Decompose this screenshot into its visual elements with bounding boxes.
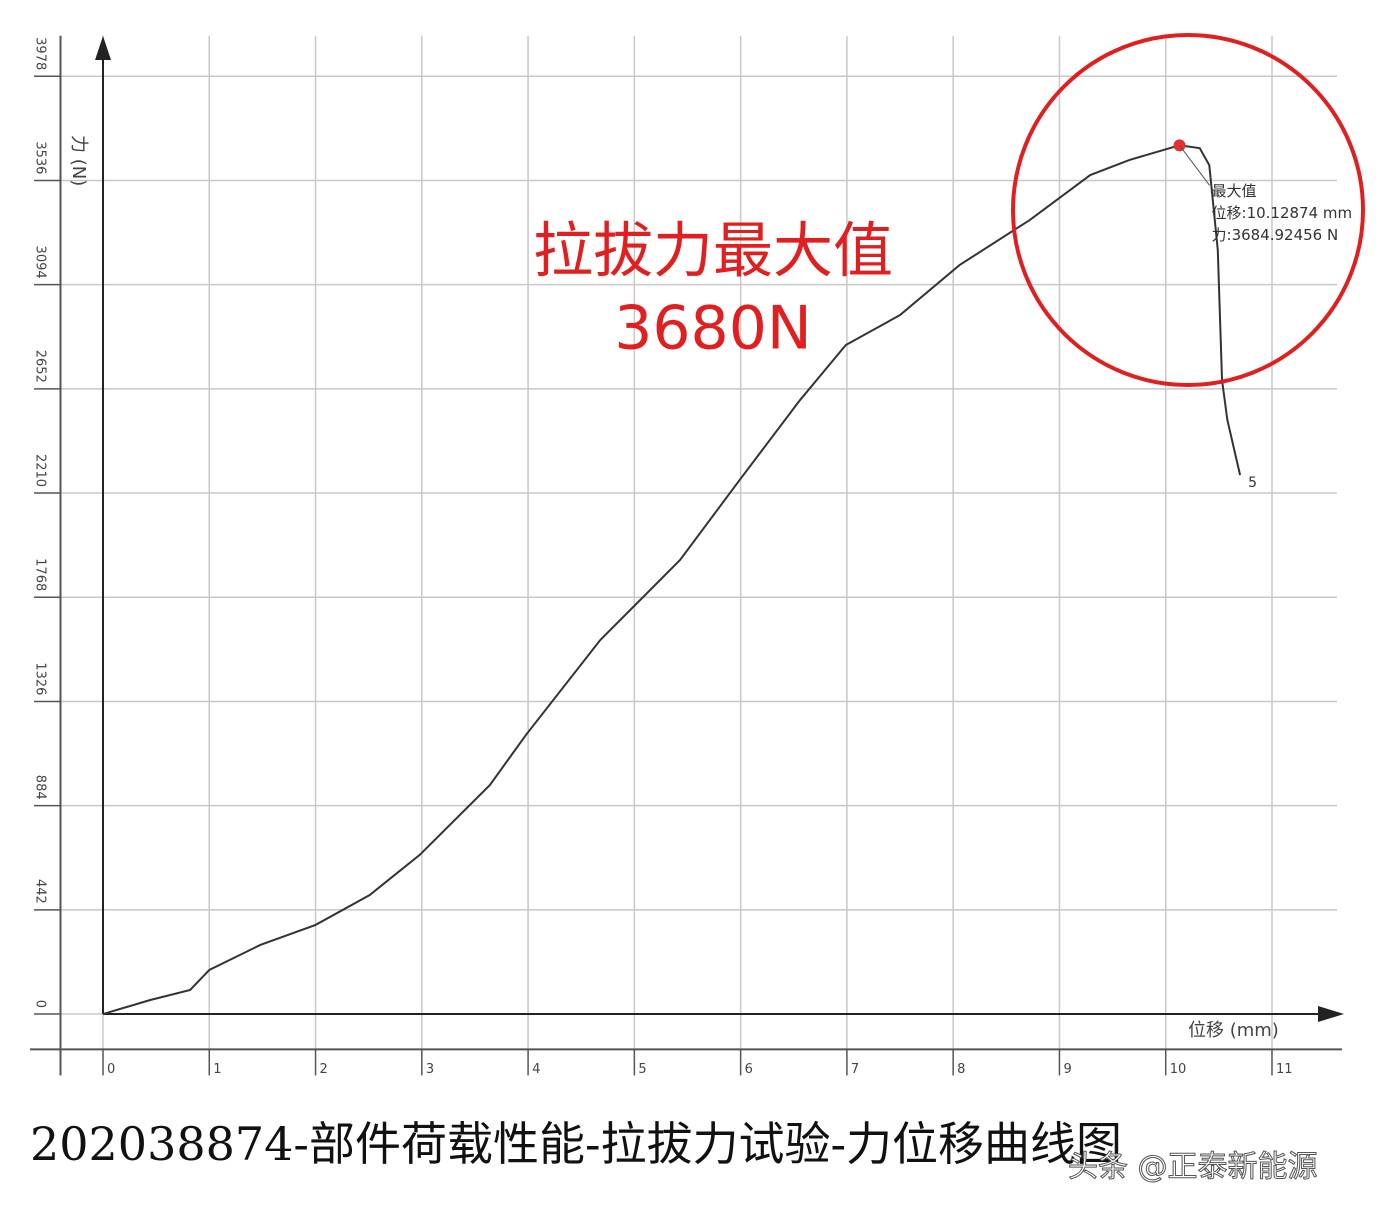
y-tick-label: 2652 [33, 350, 48, 383]
x-tick-label: 6 [745, 1062, 753, 1077]
x-tick-label: 10 [1170, 1062, 1187, 1077]
y-tick-label: 884 [33, 775, 48, 800]
peak-leader [1179, 145, 1210, 186]
watermark: 头条 @正泰新能源 [1068, 1150, 1318, 1185]
end-label: 5 [1248, 475, 1257, 491]
x-tick-label: 3 [426, 1062, 434, 1077]
y-axis-label: 力 (N) [68, 135, 89, 186]
x-tick-label: 9 [1063, 1062, 1071, 1077]
y-arrow [95, 36, 112, 60]
y-tick-label: 3094 [33, 246, 48, 279]
x-tick-label: 1 [213, 1062, 221, 1077]
caption: 202038874-部件荷载性能-拉拔力试验-力位移曲线图 [30, 1117, 1122, 1171]
y-tick-label: 2210 [33, 454, 48, 487]
x-tick-label: 8 [957, 1062, 965, 1077]
highlight-circle [1011, 33, 1365, 387]
x-arrow [1318, 1006, 1344, 1023]
peak-label: 力:3684.92456 N [1212, 226, 1339, 244]
x-tick-label: 11 [1276, 1062, 1293, 1077]
annotation-value: 3680N [614, 294, 812, 364]
y-tick-label: 3978 [33, 37, 48, 70]
y-tick-label: 442 [33, 879, 48, 904]
y-tick-label: 1768 [33, 558, 48, 591]
x-tick-label: 5 [638, 1062, 646, 1077]
y-tick-label: 1326 [33, 662, 48, 695]
peak-label: 位移:10.12874 mm [1212, 204, 1353, 222]
annotation-title: 拉拔力最大值 [533, 217, 893, 287]
x-axis-label: 位移 (mm) [1188, 1020, 1279, 1041]
x-tick-label: 0 [107, 1062, 115, 1077]
x-tick-label: 7 [851, 1062, 859, 1077]
y-tick-label: 0 [33, 1000, 48, 1008]
x-tick-label: 2 [320, 1062, 328, 1077]
y-tick-label: 3536 [33, 141, 48, 174]
line-series [102, 144, 1242, 1015]
peak-label: 最大值 [1212, 182, 1257, 200]
x-tick-label: 4 [532, 1062, 540, 1077]
plot: 0 442 884 1326 1768 2210 2652 3094 3536 3978 0 1 2 3 4… [30, 35, 1353, 1077]
